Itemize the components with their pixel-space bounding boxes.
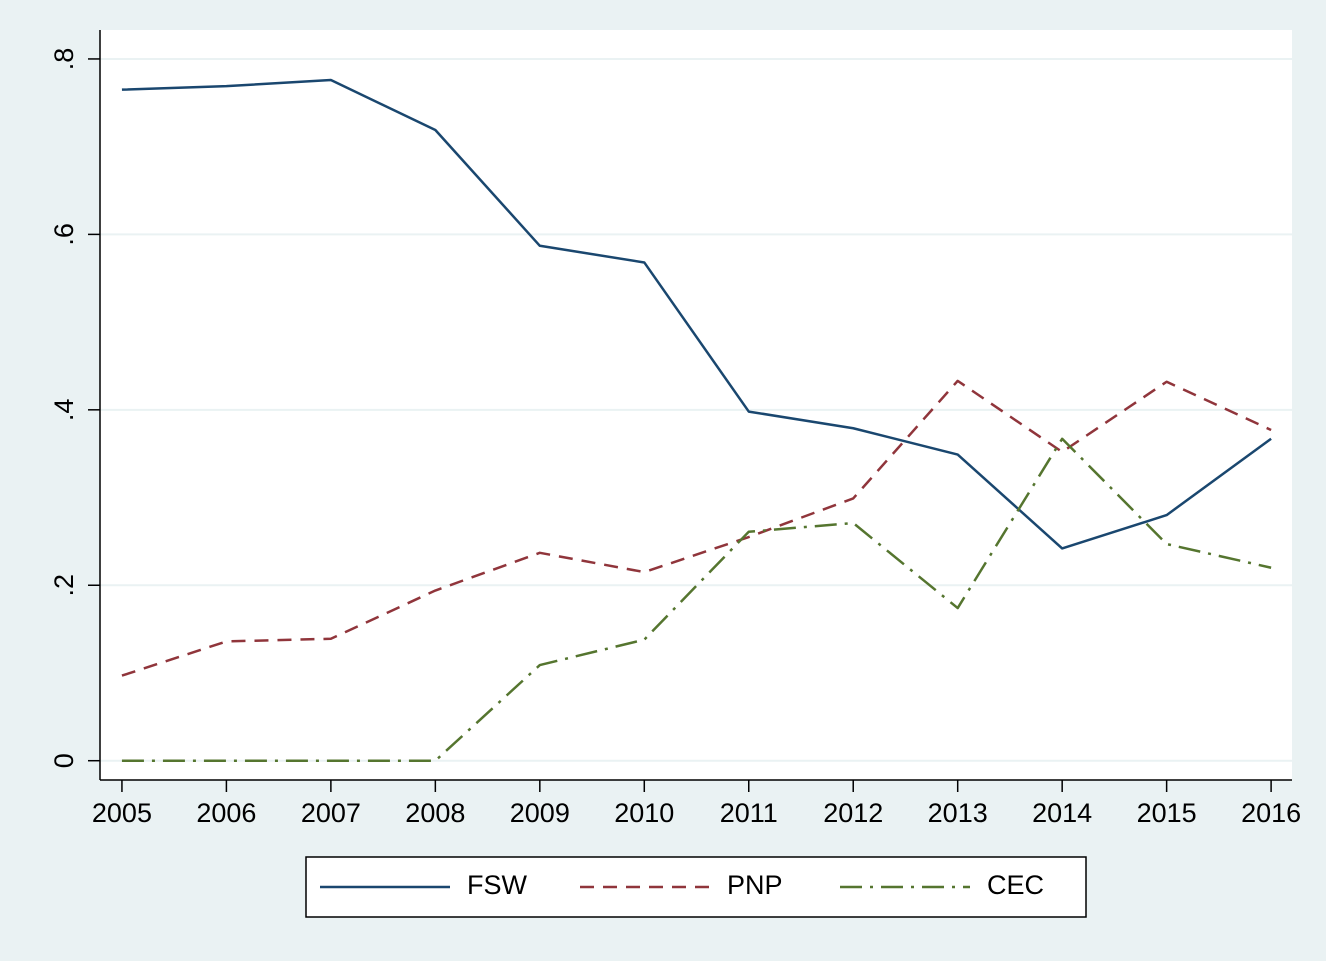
y-tick-label: .2 <box>49 574 79 597</box>
legend-label: PNP <box>727 870 783 900</box>
legend-label: CEC <box>987 870 1044 900</box>
y-tick-label: 0 <box>49 753 79 768</box>
x-tick-label: 2008 <box>405 798 465 828</box>
y-tick-label: .8 <box>49 48 79 71</box>
x-tick-label: 2010 <box>614 798 674 828</box>
x-tick-label: 2012 <box>823 798 883 828</box>
legend-label: FSW <box>467 870 528 900</box>
x-tick-label: 2011 <box>720 798 778 828</box>
x-tick-label: 2005 <box>92 798 152 828</box>
x-tick-label: 2006 <box>196 798 256 828</box>
x-tick-label: 2016 <box>1241 798 1301 828</box>
x-tick-label: 2015 <box>1137 798 1197 828</box>
plot-area <box>100 30 1292 780</box>
x-tick-label: 2013 <box>928 798 988 828</box>
x-tick-label: 2007 <box>301 798 361 828</box>
series-line <box>121 379 1272 677</box>
series-line <box>121 78 1272 550</box>
x-tick-label: 2014 <box>1032 798 1092 828</box>
y-tick-label: .4 <box>49 399 79 422</box>
x-tick-label: 2009 <box>510 798 570 828</box>
y-tick-label: .6 <box>49 223 79 246</box>
